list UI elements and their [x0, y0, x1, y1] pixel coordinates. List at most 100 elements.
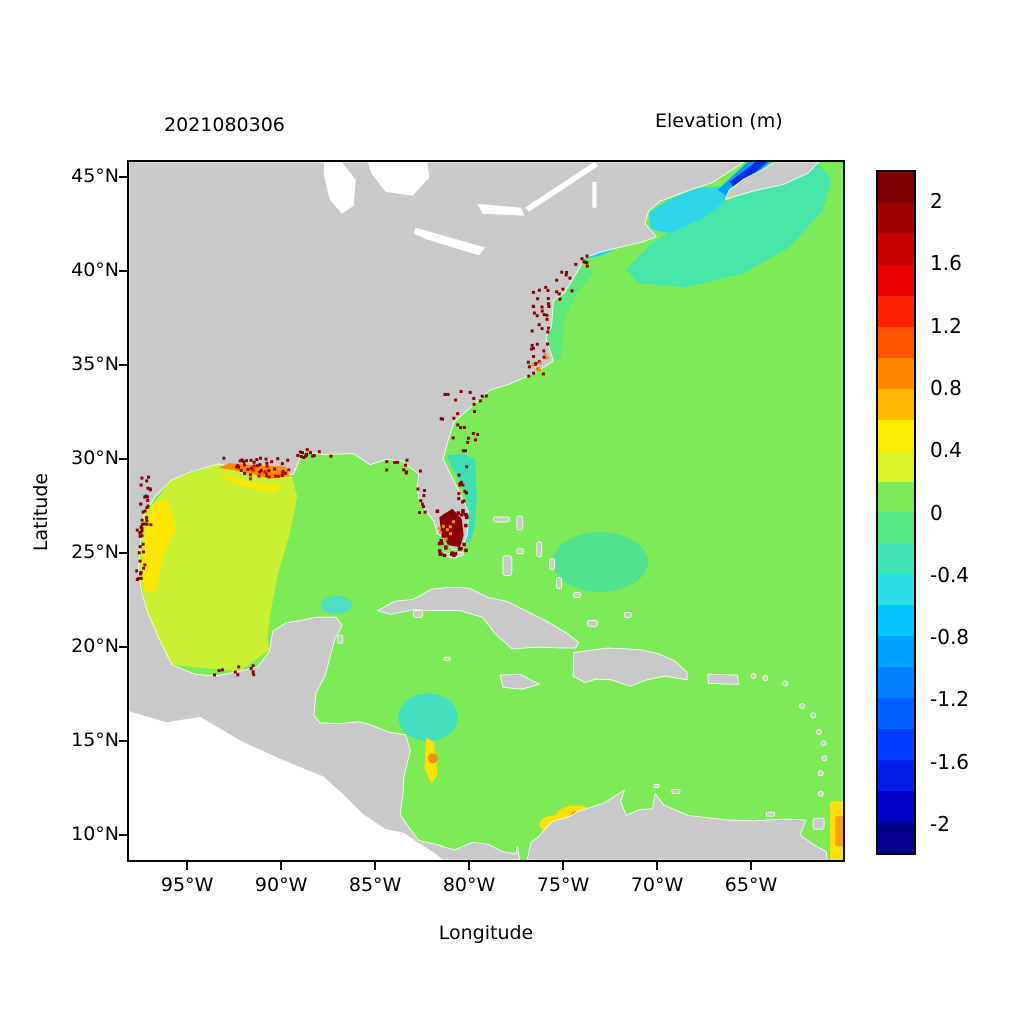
speckle-new-york-harbor [584, 261, 588, 265]
island-cuba [377, 586, 579, 650]
speckle-georgia-carolina-coast [478, 399, 482, 403]
speckle-pamlico-sound [526, 360, 530, 364]
speckle-georgia-carolina-coast [466, 436, 470, 440]
speckle-delaware-new-jersey [560, 270, 564, 274]
colorbar-segment [878, 729, 914, 761]
speckle-georgia-carolina-coast [466, 441, 470, 444]
speckle-texas-coast [142, 522, 146, 526]
speckle-campeche-coast [233, 670, 237, 674]
lake-champlain [592, 181, 597, 208]
speckle-south-florida [444, 545, 448, 549]
x-tick-mark [280, 862, 283, 870]
speckle-tamaulipas-coast [141, 542, 145, 546]
x-tick-label: 95°W [160, 874, 214, 896]
speckle-louisiana-coast [273, 467, 277, 471]
speckle-texas-coast [140, 476, 144, 480]
speckle-florida-east-coast [457, 473, 461, 477]
landmass-south-america [526, 789, 828, 860]
speckle-pamlico-sound [530, 343, 534, 347]
colorbar-tick-label: -0.4 [930, 562, 970, 587]
speckle-chesapeake-bay [547, 304, 551, 308]
colorbar-segment [878, 605, 914, 637]
speckle-south-florida [439, 538, 443, 543]
speckle-chesapeake-bay [537, 323, 541, 327]
speckle-texas-coast [145, 516, 149, 520]
speckle-south-florida [439, 541, 444, 546]
speckle-tamaulipas-coast [140, 534, 144, 538]
speckle-chesapeake-bay [530, 329, 534, 333]
region-gulf-of-maine [648, 186, 728, 233]
speckle-new-york-harbor [582, 260, 586, 264]
colorbar-segment [878, 698, 914, 730]
speckle-georgia-carolina-coast [471, 431, 475, 435]
speckle-south-florida [464, 523, 468, 528]
speckle-florida-east-coast [458, 483, 462, 487]
colorbar-tick-label: -2 [930, 811, 950, 836]
speckle-mississippi-alabama-coast [301, 451, 305, 455]
speckle-south-florida-orange [449, 532, 452, 536]
speckle-texas-coast [146, 486, 150, 490]
speckle-texas-coast [149, 523, 153, 527]
colorbar-segment [878, 357, 914, 389]
speckle-south-florida [462, 542, 466, 547]
speckle-tamaulipas-coast [139, 576, 143, 580]
speckle-south-florida-orange [441, 524, 445, 528]
speckle-louisiana-coast [265, 474, 269, 478]
speckle-florida-east-coast [465, 465, 469, 469]
date-title: 2021080306 [164, 114, 285, 136]
speckle-louisiana-coast [250, 466, 254, 470]
speckle-georgia-carolina-coast [472, 396, 476, 400]
colorbar [876, 170, 916, 855]
speckle-florida-big-bend [404, 463, 408, 467]
y-tick-label: 40°N [71, 258, 119, 281]
region-louisiana-coast-fringe [220, 474, 283, 493]
speckle-georgia-carolina-coast [462, 426, 466, 430]
great-lakes [323, 162, 599, 256]
y-tick-label: 45°N [71, 164, 119, 187]
region-florida-east-coast-band [446, 453, 477, 544]
speckle-florida-east-coast [459, 513, 463, 517]
speckle-chesapeake-bay [540, 305, 544, 309]
speckle-tamaulipas-coast [135, 578, 139, 581]
speckle-georgia-carolina-coast [473, 410, 477, 414]
colorbar-segment [878, 481, 914, 513]
speckle-mississippi-alabama-coast [305, 448, 309, 452]
colorbar-segment [878, 574, 914, 606]
region-yucatan-shelf-spot [320, 596, 353, 615]
speckle-texas-coast [145, 519, 149, 523]
speckle-louisiana-coast [252, 460, 256, 464]
speckle-florida-east-coast [457, 492, 461, 496]
speckle-delaware-new-jersey [555, 290, 559, 294]
colorbar-tick-label: 0 [930, 500, 943, 525]
speckle-pamlico-sound [532, 354, 536, 358]
speckle-georgia-carolina-coast [459, 426, 463, 430]
speckle-louisiana-coast [267, 469, 271, 473]
speckle-chesapeake-bay [546, 326, 550, 330]
speckle-pamlico-orange [531, 363, 535, 367]
speckle-louisiana-coast-red [287, 468, 291, 472]
colorbar-segment [878, 760, 914, 792]
speckle-chesapeake-bay [546, 288, 550, 292]
speckle-pamlico-sound [532, 371, 536, 375]
speckle-chesapeake-bay [531, 290, 535, 294]
speckle-south-florida [452, 553, 456, 558]
speckle-georgia-carolina-coast [459, 389, 463, 393]
speckle-new-york-harbor [580, 257, 584, 261]
islands-bahamas-antilles [337, 515, 828, 830]
speckle-louisiana-coast [259, 468, 263, 472]
speckle-south-florida-orange [445, 528, 449, 532]
colorbar-segment [878, 450, 914, 482]
y-tick-label: 30°N [71, 446, 119, 469]
speckle-georgia-carolina-coast [441, 417, 445, 421]
speckle-louisiana-coast [258, 470, 262, 474]
speckle-louisiana-coast-red [257, 474, 261, 478]
colorbar-segment [878, 388, 914, 420]
speckle-louisiana-coast [258, 463, 262, 467]
speckle-georgia-carolina-coast [474, 438, 478, 442]
y-tick-mark [119, 269, 127, 272]
x-tick-label: 80°W [442, 874, 496, 896]
speckle-georgia-carolina-coast [451, 436, 455, 440]
colorbar-segment [878, 419, 914, 451]
speckle-louisiana-coast [222, 456, 226, 460]
speckle-georgia-carolina-coast [454, 398, 458, 402]
